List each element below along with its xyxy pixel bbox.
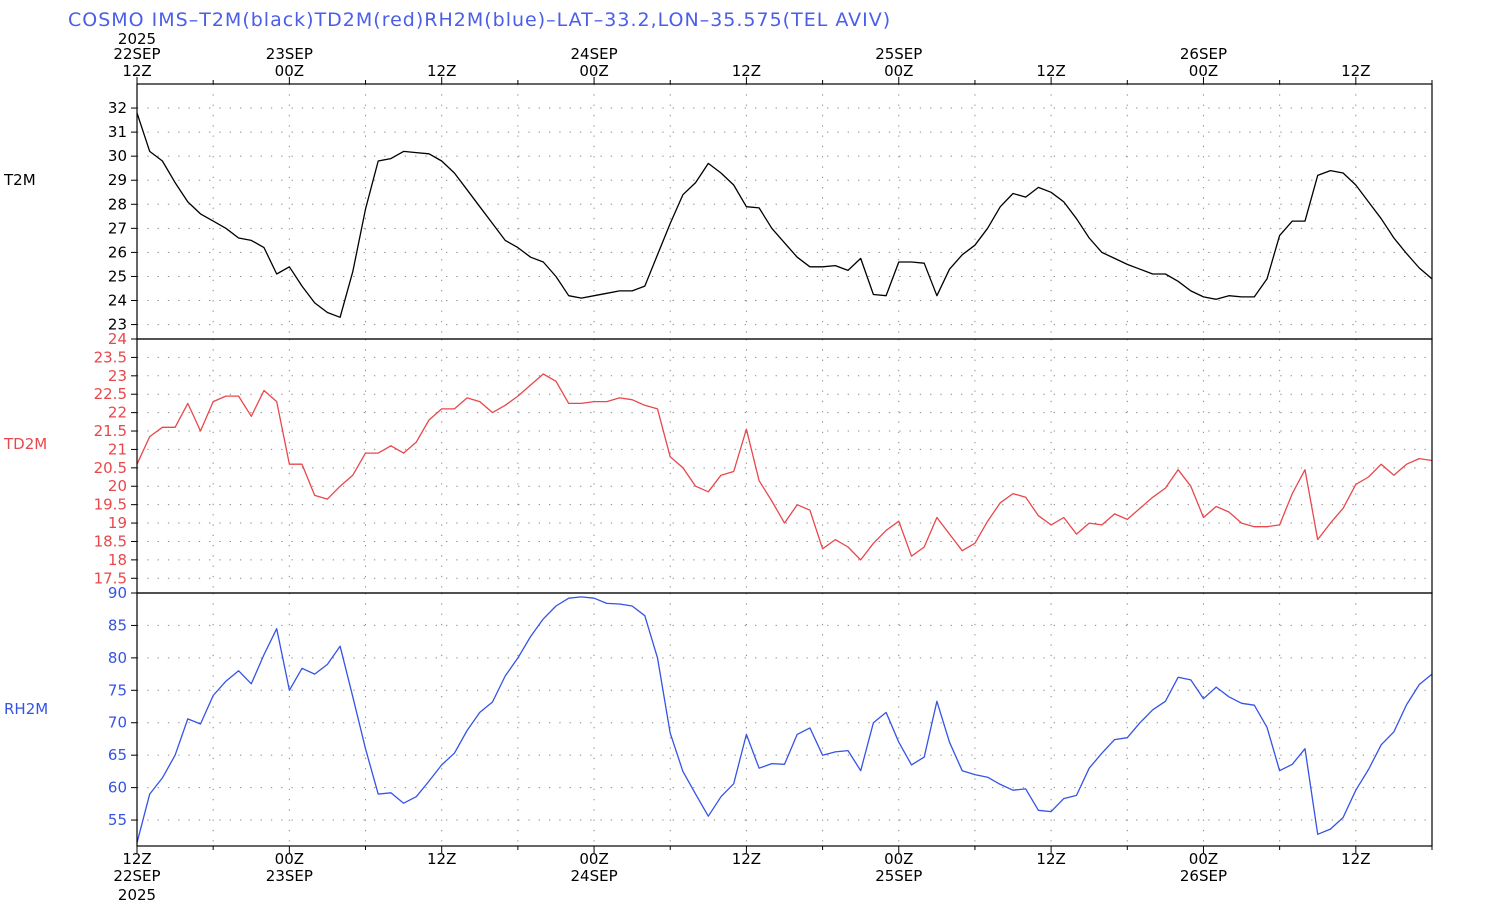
td2m-ytick-label: 21 bbox=[108, 440, 127, 458]
top-time-label: 12Z bbox=[1036, 62, 1065, 80]
rh2m-series-label: RH2M bbox=[4, 700, 48, 718]
t2m-ytick-label: 27 bbox=[108, 219, 127, 237]
td2m-ytick-label: 20 bbox=[108, 477, 127, 495]
rh2m-ytick-label: 85 bbox=[108, 616, 127, 634]
top-time-label: 22SEP bbox=[113, 45, 160, 63]
rh2m-series-line bbox=[136, 596, 1433, 843]
grid-layer bbox=[137, 84, 1432, 846]
t2m-ytick-label: 32 bbox=[108, 99, 127, 117]
top-time-label: 00Z bbox=[579, 62, 608, 80]
bottom-time-label: 12Z bbox=[732, 850, 761, 868]
td2m-ytick-label: 23.5 bbox=[94, 348, 127, 366]
td2m-series-label: TD2M bbox=[3, 435, 47, 453]
chart-title: COSMO IMS–T2M(black)TD2M(red)RH2M(blue)–… bbox=[68, 9, 891, 31]
bottom-year-label: 2025 bbox=[118, 886, 156, 900]
bottom-time-label: 12Z bbox=[1341, 850, 1370, 868]
bottom-time-label: 00Z bbox=[275, 850, 304, 868]
t2m-series-label: T2M bbox=[3, 171, 36, 189]
bottom-time-label: 00Z bbox=[884, 850, 913, 868]
bottom-time-label: 12Z bbox=[427, 850, 456, 868]
bottom-time-label: 00Z bbox=[1189, 850, 1218, 868]
bottom-time-label: 26SEP bbox=[1180, 867, 1227, 885]
td2m-ytick-label: 20.5 bbox=[94, 459, 127, 477]
bottom-time-label: 12Z bbox=[122, 850, 151, 868]
t2m-series-line bbox=[136, 112, 1433, 318]
rh2m-panel-frame bbox=[136, 592, 1433, 847]
rh2m-ytick-label: 65 bbox=[108, 746, 127, 764]
top-time-label: 12Z bbox=[1341, 62, 1370, 80]
rh2m-ytick-label: 75 bbox=[108, 681, 127, 699]
t2m-ytick-label: 24 bbox=[108, 292, 127, 310]
top-time-label: 00Z bbox=[1189, 62, 1218, 80]
top-time-label: 23SEP bbox=[266, 45, 313, 63]
td2m-panel-frame bbox=[136, 338, 1433, 594]
td2m-ytick-label: 17.5 bbox=[94, 569, 127, 587]
td2m-series-line bbox=[136, 373, 1433, 561]
frame-layer bbox=[136, 83, 1433, 847]
rh2m-ytick-label: 60 bbox=[108, 779, 127, 797]
top-time-label: 12Z bbox=[122, 62, 151, 80]
rh2m-ytick-label: 90 bbox=[108, 584, 127, 602]
rh2m-ytick-label: 70 bbox=[108, 714, 127, 732]
t2m-panel-frame bbox=[136, 83, 1433, 340]
td2m-ytick-label: 21.5 bbox=[94, 422, 127, 440]
series-layer bbox=[136, 112, 1433, 843]
t2m-ytick-label: 29 bbox=[108, 171, 127, 189]
td2m-ytick-label: 23 bbox=[108, 367, 127, 385]
t2m-ytick-label: 28 bbox=[108, 195, 127, 213]
bottom-time-label: 00Z bbox=[579, 850, 608, 868]
bottom-time-label: 25SEP bbox=[875, 867, 922, 885]
rh2m-ytick-label: 80 bbox=[108, 649, 127, 667]
top-time-label: 26SEP bbox=[1180, 45, 1227, 63]
td2m-ytick-label: 19 bbox=[108, 514, 127, 532]
td2m-ytick-label: 22 bbox=[108, 404, 127, 422]
bottom-time-label: 22SEP bbox=[113, 867, 160, 885]
bottom-time-label: 23SEP bbox=[266, 867, 313, 885]
top-time-label: 24SEP bbox=[570, 45, 617, 63]
top-time-label: 12Z bbox=[427, 62, 456, 80]
top-time-label: 25SEP bbox=[875, 45, 922, 63]
t2m-ytick-label: 25 bbox=[108, 267, 127, 285]
rh2m-ytick-label: 55 bbox=[108, 811, 127, 829]
t2m-ytick-label: 31 bbox=[108, 123, 127, 141]
top-year-label: 2025 bbox=[118, 30, 156, 48]
axes-layer: 23242526272829303132T2M17.51818.51919.52… bbox=[3, 45, 1433, 885]
top-time-label: 00Z bbox=[884, 62, 913, 80]
t2m-ytick-label: 23 bbox=[108, 316, 127, 334]
td2m-ytick-label: 22.5 bbox=[94, 385, 127, 403]
bottom-time-label: 24SEP bbox=[570, 867, 617, 885]
td2m-ytick-label: 24 bbox=[108, 330, 127, 348]
td2m-ytick-label: 19.5 bbox=[94, 496, 127, 514]
t2m-ytick-label: 26 bbox=[108, 243, 127, 261]
top-time-label: 12Z bbox=[732, 62, 761, 80]
top-time-label: 00Z bbox=[275, 62, 304, 80]
td2m-ytick-label: 18.5 bbox=[94, 532, 127, 550]
bottom-time-label: 12Z bbox=[1036, 850, 1065, 868]
t2m-ytick-label: 30 bbox=[108, 147, 127, 165]
td2m-ytick-label: 18 bbox=[108, 551, 127, 569]
